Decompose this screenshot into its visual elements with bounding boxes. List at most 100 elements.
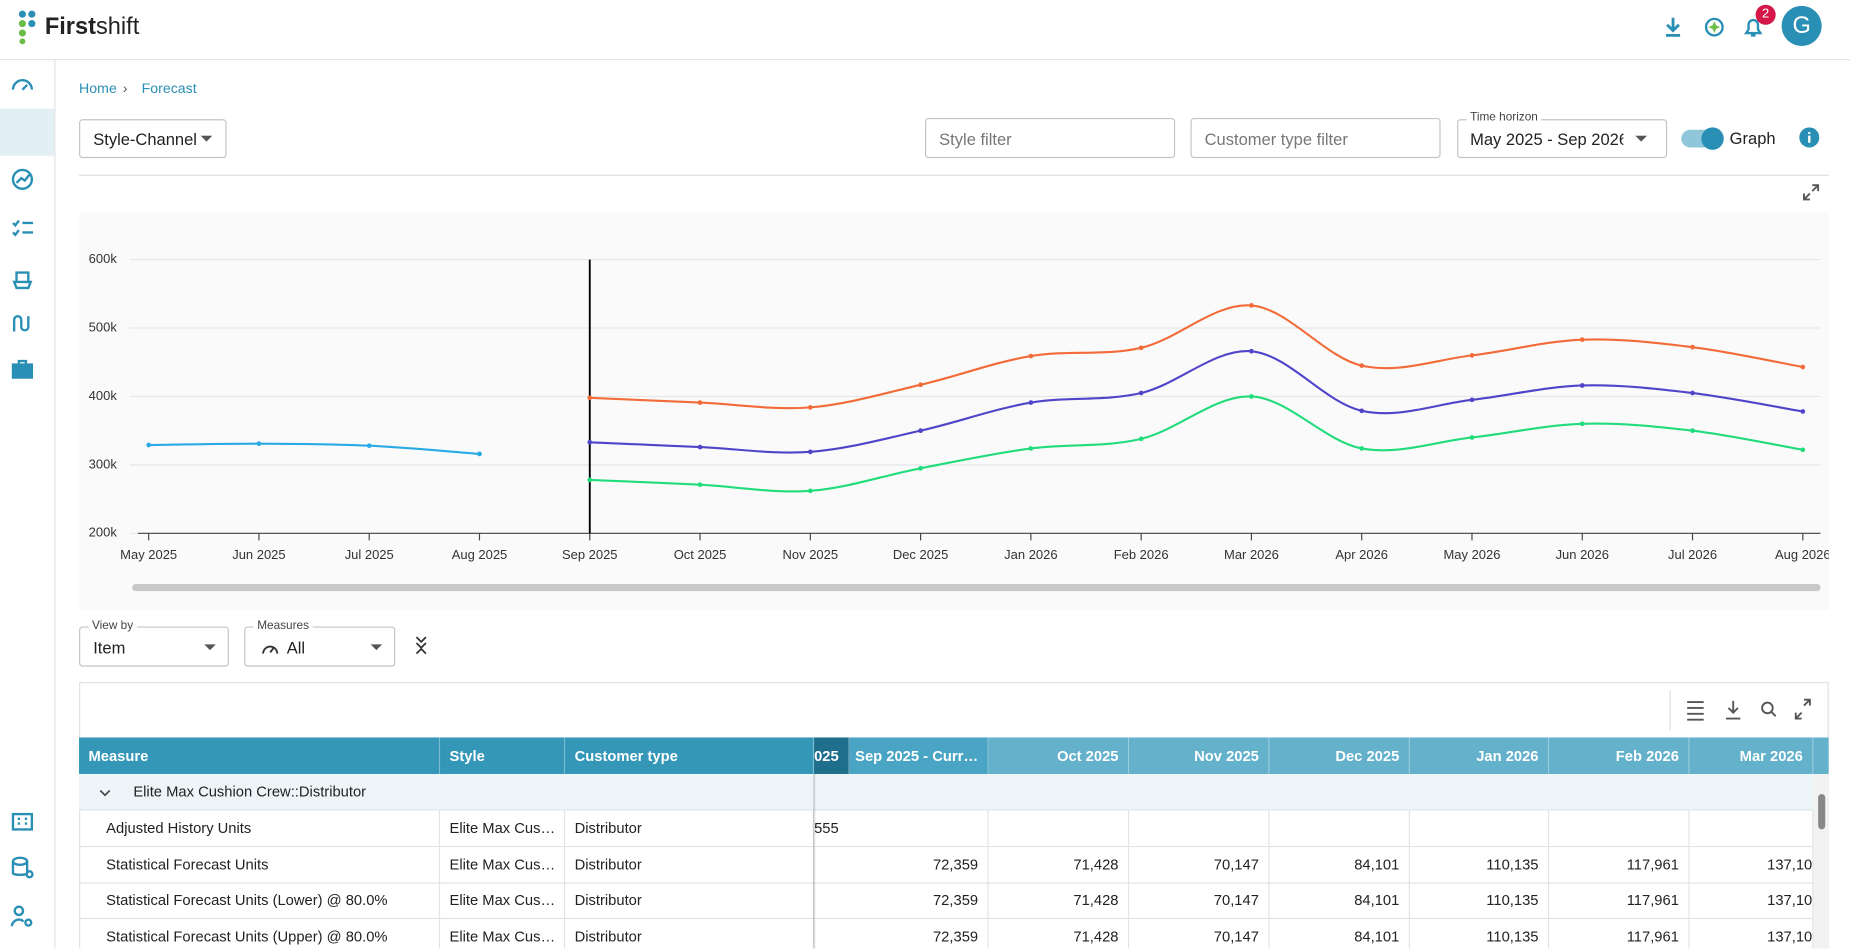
view-by-value: Item <box>93 638 126 658</box>
expand-table[interactable] <box>1794 698 1811 720</box>
column-header[interactable]: Mar 2026 <box>1689 737 1814 774</box>
bell-icon[interactable] <box>1743 15 1764 39</box>
collapse-icon[interactable] <box>414 635 428 656</box>
series-line <box>589 395 1803 493</box>
table-cell: 71,428 <box>988 882 1130 920</box>
breadcrumb-current[interactable]: Forecast <box>141 80 197 97</box>
table-cell: 137,10 <box>1689 882 1814 920</box>
nav-database[interactable] <box>11 856 29 867</box>
chart-scrollbar <box>132 584 1821 592</box>
x-tick-label: Nov 2025 <box>783 547 839 562</box>
data-point <box>697 482 703 488</box>
graph-toggle[interactable] <box>1681 127 1724 150</box>
breadcrumb-separator: › <box>122 80 128 97</box>
group-row <box>79 773 1814 811</box>
table-cell: 110,135 <box>1409 882 1550 920</box>
x-tick-label: Mar 2026 <box>1224 547 1279 562</box>
column-header[interactable]: Measure <box>79 737 441 774</box>
table-cell <box>1129 810 1270 848</box>
column-header[interactable]: Jan 2026 <box>1409 737 1550 774</box>
view-by[interactable]: View by Item <box>79 619 229 667</box>
x-tick-label: May 2026 <box>1443 547 1500 562</box>
table-cell: 117,961 <box>1549 846 1690 884</box>
data-point <box>587 477 593 483</box>
data-point <box>1359 408 1365 414</box>
breadcrumb-home[interactable]: Home <box>79 80 117 97</box>
nav-ship[interactable] <box>12 271 33 290</box>
data-point <box>1690 428 1695 434</box>
table-cell: 84,101 <box>1269 846 1410 884</box>
group-toggle[interactable] <box>99 789 111 797</box>
expand-chart[interactable] <box>1803 184 1820 201</box>
nav-dashboard[interactable] <box>11 79 34 90</box>
column-header[interactable]: 025 <box>814 737 850 774</box>
measures[interactable]: Measures All <box>244 619 396 667</box>
series-line <box>148 442 480 455</box>
search-button[interactable] <box>1761 701 1774 715</box>
x-tick-label: Jul 2026 <box>1668 547 1717 562</box>
table-cell: Elite Max Cus… <box>440 846 566 884</box>
download-icon[interactable] <box>1664 17 1683 38</box>
avatar[interactable]: G <box>1781 5 1822 47</box>
data-point <box>1138 436 1144 442</box>
table-cell: Distributor <box>565 810 815 848</box>
logo: Firstshift <box>45 14 139 41</box>
nav-building[interactable] <box>11 812 34 831</box>
table-cell: 555 <box>814 811 850 848</box>
table-toolbar <box>1687 698 1811 721</box>
data-point <box>1469 435 1475 440</box>
table-cell: 71,428 <box>988 846 1130 884</box>
column-header[interactable]: Dec 2025 <box>1269 737 1410 774</box>
nav-trends[interactable] <box>11 168 34 190</box>
level-value: Style-Channel <box>93 129 197 149</box>
nav-briefcase[interactable] <box>11 363 34 379</box>
nav-tasks[interactable] <box>12 219 34 237</box>
data-point <box>807 488 813 494</box>
active-nav <box>0 108 55 156</box>
data-point <box>1469 397 1475 403</box>
column-header[interactable]: Feb 2026 <box>1549 737 1690 774</box>
table-cell: 71,428 <box>989 918 1130 949</box>
dropdown-arrow <box>200 135 213 142</box>
toggle-knob <box>1701 127 1724 150</box>
column-header[interactable]: Nov 2025 <box>1129 737 1270 774</box>
customer-filter[interactable]: Customer type filter <box>1190 117 1441 159</box>
table-cell: Elite Max Cus… <box>440 810 566 848</box>
table-cell: Statistical Forecast Units (Upper) @ 80.… <box>79 918 441 949</box>
table-cell <box>814 919 849 949</box>
toolbar-separator <box>1669 690 1671 731</box>
data-point <box>256 441 262 447</box>
data-point <box>1359 363 1365 368</box>
column-header[interactable]: Oct 2025 <box>988 737 1130 774</box>
time-horizon[interactable]: Time horizon May 2025 - Sep 2026 <box>1457 110 1668 159</box>
style-filter-placeholder: Style filter <box>939 129 1012 149</box>
forecast-chart: 200k 300k 400k 500k 600k May 2025 Jun 2025 Jul … <box>79 212 1829 610</box>
style-filter[interactable]: Style filter <box>925 117 1176 159</box>
nav-user-settings[interactable] <box>13 905 25 917</box>
x-tick-label: Jun 2025 <box>232 547 285 562</box>
columns-button[interactable] <box>1687 701 1704 721</box>
series-line <box>589 304 1803 410</box>
nav-flow[interactable] <box>12 315 30 332</box>
data-point <box>1690 390 1695 396</box>
ai-icon[interactable] <box>1703 15 1727 39</box>
data-point <box>1138 345 1144 351</box>
column-header[interactable]: Sep 2025 - Curr… <box>849 737 989 774</box>
table-cell: 72,359 <box>849 918 989 949</box>
table-cell: Distributor <box>565 846 815 884</box>
data-point <box>1800 364 1806 370</box>
data-point <box>587 395 593 401</box>
column-header[interactable]: Style <box>440 737 566 774</box>
table-cell: 84,101 <box>1269 882 1410 920</box>
sidebar <box>0 60 56 949</box>
table-cell: 110,135 <box>1409 846 1550 884</box>
table-cell: Distributor <box>565 882 815 920</box>
x-tick-label: Aug 2025 <box>452 547 508 562</box>
table-cell: 70,147 <box>1129 882 1270 920</box>
info-icon[interactable] <box>1799 127 1820 148</box>
level-dropdown[interactable]: Style-Channel <box>79 119 227 159</box>
table-cell: 117,961 <box>1549 918 1690 949</box>
column-header[interactable]: Customer type <box>565 737 815 774</box>
export-button[interactable] <box>1726 700 1741 720</box>
data-point <box>1469 353 1475 358</box>
